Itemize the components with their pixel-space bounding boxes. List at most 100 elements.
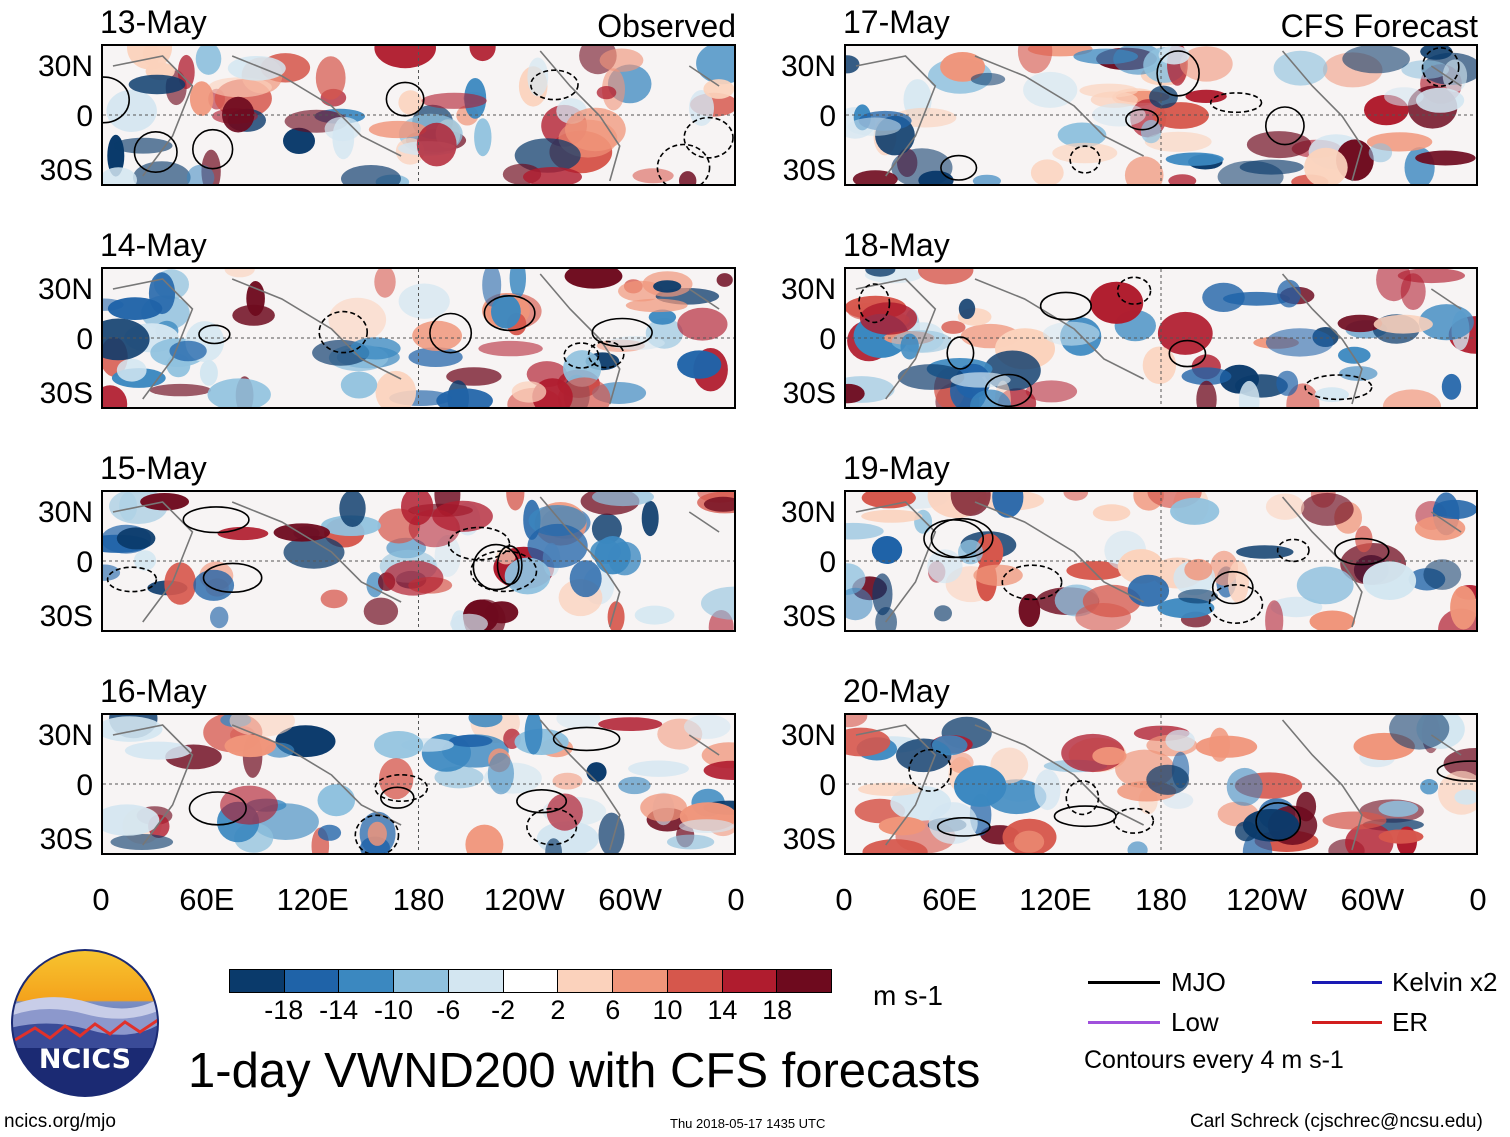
lon-label-observed-5: 60W: [598, 882, 663, 917]
lat-label-observed-1-1: 0: [76, 323, 93, 356]
colorbar-tick-2: -10: [373, 995, 413, 1025]
wind-anomaly-map-forecast-2: [844, 490, 1478, 632]
colorbar: [229, 969, 832, 993]
main-title: 1-day VWND200 with CFS forecasts: [188, 1044, 981, 1098]
lat-label-observed-1-0: 30N: [37, 273, 93, 306]
wind-anomaly-map-forecast-3: [844, 713, 1478, 855]
wind-anomaly-map-observed-1: [101, 267, 736, 409]
legend-line-mjo: [1088, 981, 1160, 984]
lat-label-forecast-3-2: 30S: [782, 823, 836, 856]
lat-label-observed-1-2: 30S: [39, 377, 93, 410]
forecast-header: CFS Forecast: [1280, 8, 1478, 44]
lat-label-observed-2-1: 0: [76, 546, 93, 579]
map-field: [103, 492, 734, 630]
lon-label-forecast-4: 120W: [1226, 882, 1308, 917]
colorbar-tick-3: -6: [436, 995, 461, 1025]
panel-date-observed-2: 15-May: [100, 450, 207, 486]
colorbar-tick-4: -2: [491, 995, 516, 1025]
colorbar-swatch-1: [283, 970, 339, 992]
panel-date-forecast-1: 18-May: [843, 227, 950, 263]
lon-label-observed-6: 0: [727, 882, 745, 917]
colorbar-tick-5: 2: [550, 995, 566, 1025]
colorbar-tick-6: 6: [605, 995, 621, 1025]
legend-label-mjo: MJO: [1171, 967, 1226, 997]
legend-label-er: ER: [1392, 1007, 1429, 1037]
lat-label-observed-3-0: 30N: [37, 719, 93, 752]
colorbar-swatch-0: [230, 970, 284, 992]
panel-date-observed-3: 16-May: [100, 673, 207, 709]
map-field: [846, 269, 1476, 407]
colorbar-swatch-4: [447, 970, 503, 992]
logo-graphic: [11, 949, 159, 1097]
lat-label-forecast-1-1: 0: [819, 323, 836, 356]
map-field: [103, 269, 734, 407]
colorbar-tick-0: -18: [264, 995, 304, 1025]
lon-label-forecast-0: 0: [835, 882, 853, 917]
lat-label-observed-0-2: 30S: [39, 154, 93, 187]
footer-credit: Carl Schreck (cjschrec@ncsu.edu): [1190, 1111, 1483, 1132]
colorbar-swatch-5: [502, 970, 558, 992]
panel-date-forecast-2: 19-May: [843, 450, 950, 486]
lat-label-forecast-2-0: 30N: [780, 496, 836, 529]
wind-anomaly-map-observed-0: [101, 44, 736, 186]
lon-label-forecast-5: 60W: [1340, 882, 1405, 917]
footer-timestamp: Thu 2018-05-17 1435 UTC: [670, 1116, 826, 1131]
ncics-logo: NCICS: [10, 948, 160, 1098]
lon-label-observed-1: 60E: [179, 882, 235, 917]
lat-label-forecast-1-0: 30N: [780, 273, 836, 306]
lon-label-forecast-2: 120E: [1019, 882, 1092, 917]
colorbar-tick-1: -14: [319, 995, 359, 1025]
colorbar-units: m s-1: [873, 980, 943, 1011]
lat-label-observed-0-0: 30N: [37, 50, 93, 83]
colorbar-tick-7: 10: [652, 995, 683, 1025]
colorbar-swatch-8: [666, 970, 722, 992]
map-field: [846, 46, 1476, 184]
legend-line-low: [1088, 1021, 1160, 1024]
lon-label-observed-2: 120E: [276, 882, 349, 917]
lon-label-observed-0: 0: [92, 882, 110, 917]
colorbar-swatch-2: [338, 970, 394, 992]
lat-label-forecast-2-2: 30S: [782, 600, 836, 633]
panel-date-observed-1: 14-May: [100, 227, 207, 263]
panel-date-observed-0: 13-May: [100, 4, 207, 40]
colorbar-swatch-3: [393, 970, 448, 992]
lat-label-forecast-2-1: 0: [819, 546, 836, 579]
legend-note: Contours every 4 m s-1: [1084, 1046, 1344, 1074]
lat-label-observed-3-1: 0: [76, 769, 93, 802]
lat-label-forecast-3-0: 30N: [780, 719, 836, 752]
lon-label-forecast-3: 180: [1135, 882, 1187, 917]
lat-label-forecast-0-1: 0: [819, 100, 836, 133]
panel-date-forecast-3: 20-May: [843, 673, 950, 709]
map-field: [846, 492, 1476, 630]
legend-line-er: [1312, 1021, 1382, 1024]
wind-anomaly-map-forecast-0: [844, 44, 1478, 186]
legend-label-low: Low: [1171, 1007, 1219, 1037]
colorbar-swatch-9: [721, 970, 777, 992]
lon-label-observed-4: 120W: [483, 882, 565, 917]
lon-label-observed-3: 180: [392, 882, 445, 917]
lat-label-forecast-3-1: 0: [819, 769, 836, 802]
legend-label-kelvin: Kelvin x2: [1392, 967, 1498, 997]
footer-url-link[interactable]: ncics.org/mjo: [4, 1111, 116, 1132]
observed-header: Observed: [597, 8, 736, 44]
lat-label-observed-2-0: 30N: [37, 496, 93, 529]
colorbar-tick-8: 14: [707, 995, 738, 1025]
colorbar-swatch-7: [612, 970, 667, 992]
lon-label-forecast-1: 60E: [922, 882, 978, 917]
lon-label-forecast-6: 0: [1469, 882, 1487, 917]
colorbar-swatch-6: [557, 970, 613, 992]
map-field: [103, 46, 734, 184]
lat-label-forecast-1-2: 30S: [782, 377, 836, 410]
lat-label-observed-2-2: 30S: [39, 600, 93, 633]
logo-text: NCICS: [38, 1044, 132, 1075]
wind-anomaly-map-forecast-1: [844, 267, 1478, 409]
map-field: [103, 715, 734, 853]
lat-label-forecast-0-2: 30S: [782, 154, 836, 187]
wind-anomaly-map-observed-2: [101, 490, 736, 632]
wind-anomaly-map-observed-3: [101, 713, 736, 855]
panel-date-forecast-0: 17-May: [843, 4, 950, 40]
legend-line-kelvin: [1312, 981, 1382, 984]
colorbar-swatch-10: [776, 970, 832, 992]
lat-label-observed-3-2: 30S: [39, 823, 93, 856]
lat-label-forecast-0-0: 30N: [780, 50, 836, 83]
